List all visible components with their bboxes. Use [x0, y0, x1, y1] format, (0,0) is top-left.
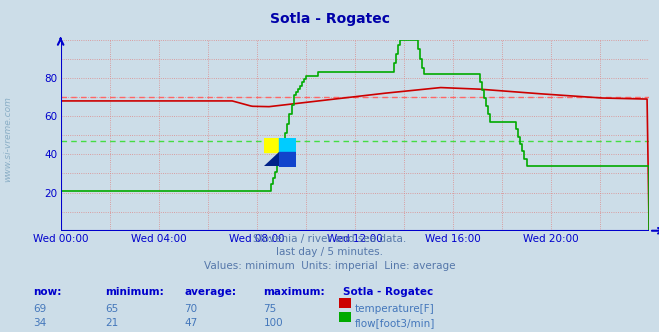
- Text: temperature[F]: temperature[F]: [355, 304, 434, 314]
- Text: Sotla - Rogatec: Sotla - Rogatec: [343, 287, 433, 297]
- Text: average:: average:: [185, 287, 237, 297]
- Text: now:: now:: [33, 287, 61, 297]
- Text: minimum:: minimum:: [105, 287, 164, 297]
- Text: 70: 70: [185, 304, 198, 314]
- Text: 69: 69: [33, 304, 46, 314]
- Text: 75: 75: [264, 304, 277, 314]
- Text: Slovenia / river and sea data.: Slovenia / river and sea data.: [253, 234, 406, 244]
- Text: 21: 21: [105, 318, 119, 328]
- Text: 100: 100: [264, 318, 283, 328]
- Text: Values: minimum  Units: imperial  Line: average: Values: minimum Units: imperial Line: av…: [204, 261, 455, 271]
- Text: Sotla - Rogatec: Sotla - Rogatec: [270, 12, 389, 26]
- Text: www.si-vreme.com: www.si-vreme.com: [3, 97, 13, 182]
- Text: 47: 47: [185, 318, 198, 328]
- Polygon shape: [264, 152, 279, 166]
- Text: flow[foot3/min]: flow[foot3/min]: [355, 318, 435, 328]
- Text: last day / 5 minutes.: last day / 5 minutes.: [276, 247, 383, 257]
- Text: 65: 65: [105, 304, 119, 314]
- Text: 34: 34: [33, 318, 46, 328]
- Text: maximum:: maximum:: [264, 287, 326, 297]
